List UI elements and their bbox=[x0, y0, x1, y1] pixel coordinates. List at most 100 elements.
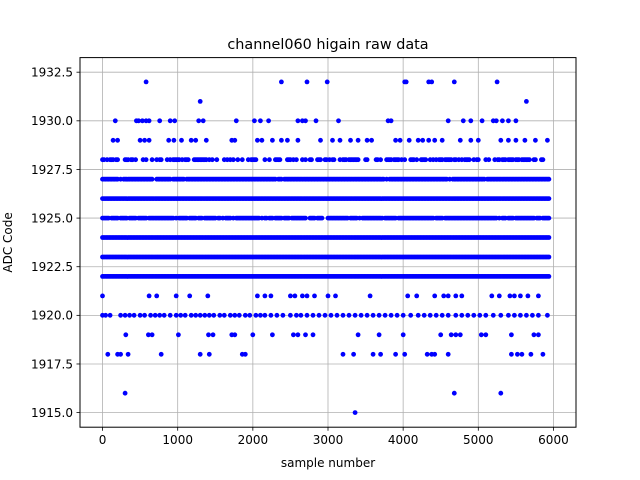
data-point bbox=[477, 312, 483, 318]
data-point bbox=[536, 312, 541, 318]
y-axis-label: ADC Code bbox=[1, 212, 15, 272]
data-point bbox=[445, 312, 451, 318]
data-point bbox=[414, 293, 420, 299]
data-point bbox=[239, 157, 245, 163]
data-point bbox=[382, 312, 388, 318]
data-point bbox=[465, 312, 471, 318]
data-point bbox=[298, 312, 304, 318]
data-point bbox=[393, 351, 398, 357]
data-point bbox=[209, 157, 215, 163]
data-point bbox=[451, 390, 457, 396]
y-tick-label: 1915.0 bbox=[31, 406, 73, 420]
data-point bbox=[202, 312, 208, 318]
x-tick-label: 2000 bbox=[238, 433, 269, 447]
data-point bbox=[279, 79, 284, 85]
data-point bbox=[122, 390, 128, 396]
data-point bbox=[167, 312, 173, 318]
data-point bbox=[479, 118, 485, 124]
data-point bbox=[149, 332, 155, 338]
data-point bbox=[262, 157, 268, 163]
data-point bbox=[182, 312, 188, 318]
data-point bbox=[507, 293, 513, 299]
data-point bbox=[324, 79, 330, 85]
data-point bbox=[337, 137, 343, 143]
data-point bbox=[545, 137, 550, 143]
x-axis-label: sample number bbox=[281, 456, 375, 470]
data-point bbox=[355, 332, 361, 338]
data-point bbox=[196, 118, 202, 124]
data-point bbox=[103, 312, 108, 318]
data-point bbox=[420, 137, 426, 143]
data-point bbox=[178, 312, 184, 318]
data-point bbox=[438, 332, 444, 338]
data-point bbox=[405, 293, 411, 299]
data-point bbox=[268, 312, 274, 318]
data-point bbox=[262, 293, 268, 299]
data-point bbox=[235, 157, 241, 163]
data-point bbox=[262, 312, 268, 318]
data-point bbox=[468, 137, 474, 143]
data-point bbox=[352, 312, 358, 318]
data-point bbox=[295, 332, 301, 338]
data-point bbox=[414, 157, 420, 163]
data-point bbox=[453, 312, 459, 318]
data-point bbox=[310, 312, 316, 318]
data-point bbox=[489, 293, 495, 299]
data-point bbox=[112, 118, 118, 124]
data-point bbox=[319, 215, 325, 221]
data-point bbox=[214, 157, 220, 163]
data-point bbox=[533, 157, 538, 163]
data-point bbox=[546, 196, 552, 202]
data-point bbox=[471, 312, 477, 318]
data-point bbox=[355, 137, 361, 143]
data-point bbox=[304, 79, 310, 85]
y-tick-label: 1920.0 bbox=[31, 309, 73, 323]
data-point bbox=[304, 312, 310, 318]
data-point bbox=[142, 137, 148, 143]
data-point bbox=[468, 118, 474, 124]
data-point bbox=[292, 293, 298, 299]
data-point bbox=[258, 118, 263, 124]
data-point bbox=[460, 118, 466, 124]
data-point bbox=[453, 332, 459, 338]
data-point bbox=[546, 176, 552, 182]
data-point bbox=[515, 351, 520, 357]
data-point bbox=[205, 293, 211, 299]
data-point bbox=[255, 293, 260, 299]
data-point bbox=[232, 312, 238, 318]
data-point bbox=[303, 215, 308, 221]
data-point bbox=[376, 312, 382, 318]
data-point bbox=[494, 79, 500, 85]
data-point bbox=[546, 215, 552, 221]
data-point bbox=[288, 312, 293, 318]
points bbox=[100, 79, 552, 415]
data-point bbox=[280, 312, 286, 318]
data-point bbox=[179, 137, 184, 143]
data-point bbox=[358, 312, 364, 318]
data-point bbox=[176, 332, 181, 338]
data-point bbox=[255, 137, 260, 143]
data-point bbox=[288, 293, 293, 299]
x-tick-label: 5000 bbox=[463, 433, 494, 447]
data-point bbox=[530, 312, 535, 318]
data-point bbox=[506, 118, 511, 124]
data-point bbox=[325, 293, 331, 299]
data-point bbox=[149, 157, 155, 163]
data-point bbox=[367, 293, 373, 299]
data-point bbox=[316, 312, 322, 318]
data-point bbox=[364, 312, 370, 318]
data-point bbox=[369, 137, 374, 143]
data-point bbox=[475, 157, 481, 163]
data-point bbox=[483, 332, 489, 338]
data-point bbox=[158, 157, 164, 163]
data-point bbox=[107, 312, 113, 318]
data-point bbox=[493, 118, 499, 124]
data-point bbox=[250, 332, 256, 338]
data-point bbox=[546, 254, 552, 260]
data-point bbox=[388, 312, 394, 318]
data-point bbox=[279, 137, 284, 143]
data-point bbox=[148, 312, 154, 318]
data-point bbox=[274, 312, 280, 318]
data-point bbox=[197, 312, 203, 318]
